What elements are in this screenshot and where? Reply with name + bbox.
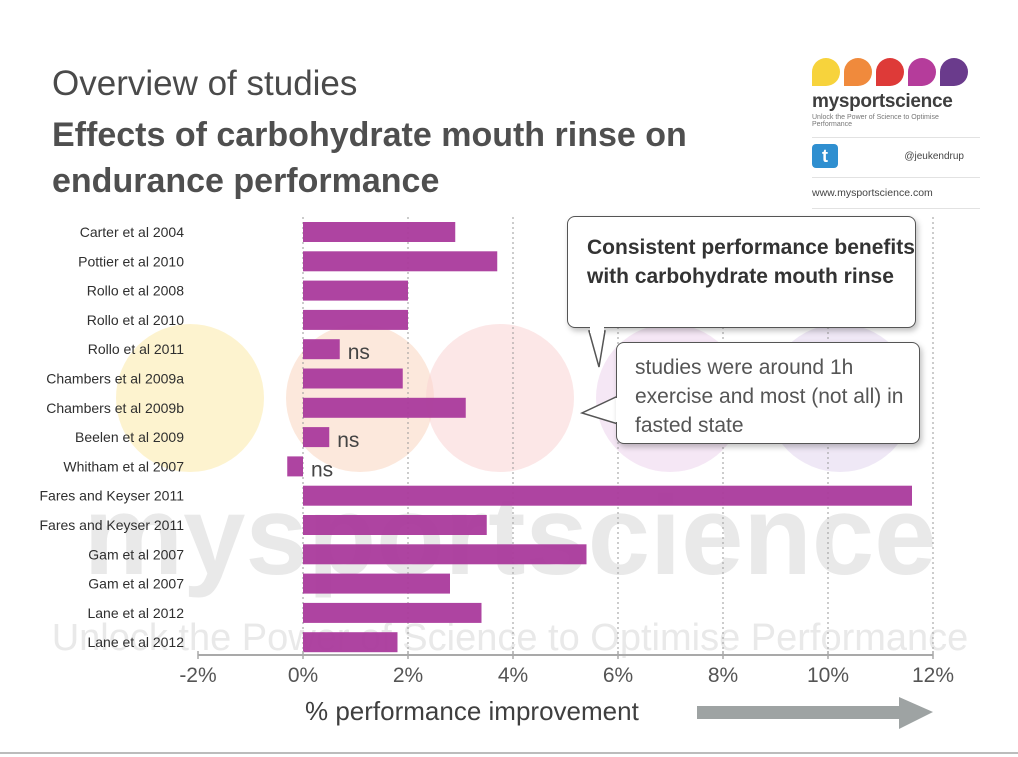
category-label-6: Chambers et al 2009a <box>46 371 184 387</box>
bar-9 <box>287 456 303 477</box>
tick-label-5: 8% <box>708 664 738 687</box>
category-label-10: Fares and Keyser 2011 <box>40 488 185 504</box>
slide-title: Overview of studies <box>52 64 358 103</box>
logo-tagline: Unlock the Power of Science to Optimise … <box>812 114 939 128</box>
bar-1 <box>303 222 456 242</box>
tick-label-7: 12% <box>912 664 954 687</box>
category-label-12: Gam et al 2007 <box>88 546 184 562</box>
logo-dot-2 <box>844 58 872 86</box>
logo-brand-text: mysportscience <box>812 91 953 112</box>
tick-label-3: 4% <box>498 664 528 687</box>
category-labels: Carter et al 2004 Pottier et al 2010 Rollo… <box>40 224 185 650</box>
watermark-tagline: Unlock the Power of Science to Optimise … <box>52 617 969 659</box>
logo-dot-5 <box>940 58 968 86</box>
annotation-8: ns <box>337 429 359 452</box>
category-label-5: Rollo et al 2011 <box>88 341 184 357</box>
category-label-15: Lane et al 2012 <box>87 634 184 650</box>
category-label-13: Gam et al 2007 <box>88 576 184 592</box>
bar-6 <box>303 368 403 389</box>
logo-divider <box>812 208 980 209</box>
tick-labels: -2% 0% 2% 4% 6% 8% 10% 12% <box>179 664 954 687</box>
bars <box>287 222 912 653</box>
watermark-circle-1 <box>116 324 264 472</box>
bar-14 <box>303 602 482 623</box>
bar-4 <box>303 309 408 330</box>
bar-5 <box>303 339 340 360</box>
tick-label-4: 6% <box>603 664 633 687</box>
website-link[interactable]: www.mysportscience.com <box>812 187 933 199</box>
logo-dot-4 <box>908 58 936 86</box>
tick-label-0: -2% <box>179 664 216 687</box>
bar-12 <box>303 544 587 565</box>
bar-2 <box>303 251 498 272</box>
slide-bottom-rule <box>0 752 1018 754</box>
twitter-handle[interactable]: @jeukendrup <box>904 150 964 162</box>
category-label-8: Beelen et al 2009 <box>75 429 184 445</box>
brand-logo: mysportscience Unlock the Power of Scien… <box>812 58 980 209</box>
annotation-9: ns <box>311 458 333 481</box>
callout-note: studies were around 1h exercise and most… <box>616 342 920 444</box>
category-label-14: Lane et al 2012 <box>87 605 184 621</box>
annotation-5: ns <box>348 341 370 364</box>
tick-label-1: 0% <box>288 664 318 687</box>
logo-dots <box>812 58 980 88</box>
bar-3 <box>303 280 408 301</box>
category-label-9: Whitham et al 2007 <box>63 458 184 474</box>
category-label-4: Rollo et al 2010 <box>87 312 185 328</box>
bar-13 <box>303 573 450 594</box>
x-axis <box>197 651 934 659</box>
direction-arrow <box>697 697 933 729</box>
watermark-circle-3 <box>426 324 574 472</box>
category-label-7: Chambers et al 2009b <box>46 400 184 416</box>
category-label-11: Fares and Keyser 2011 <box>40 517 185 533</box>
x-axis-label: % performance improvement <box>305 696 640 726</box>
category-label-3: Rollo et al 2008 <box>87 283 185 299</box>
twitter-row[interactable]: t @jeukendrup <box>812 144 980 168</box>
logo-divider <box>812 137 980 138</box>
slide-subtitle: Effects of carbohydrate mouth rinse on e… <box>52 116 687 200</box>
logo-divider <box>812 177 980 178</box>
callout-main: Consistent performance benefits with car… <box>567 216 916 328</box>
logo-dot-3 <box>876 58 904 86</box>
bar-11 <box>303 515 487 535</box>
bar-15 <box>303 632 398 653</box>
tick-label-2: 2% <box>393 664 423 687</box>
twitter-icon[interactable]: t <box>812 144 838 168</box>
arrow-head <box>899 697 933 729</box>
category-label-2: Pottier et al 2010 <box>78 253 184 269</box>
bar-10 <box>303 485 912 506</box>
logo-dot-1 <box>812 58 840 86</box>
arrow-shaft <box>697 706 901 719</box>
category-label-1: Carter et al 2004 <box>80 224 184 240</box>
tick-label-6: 10% <box>807 664 849 687</box>
bar-8 <box>303 427 330 448</box>
bar-7 <box>303 397 466 418</box>
